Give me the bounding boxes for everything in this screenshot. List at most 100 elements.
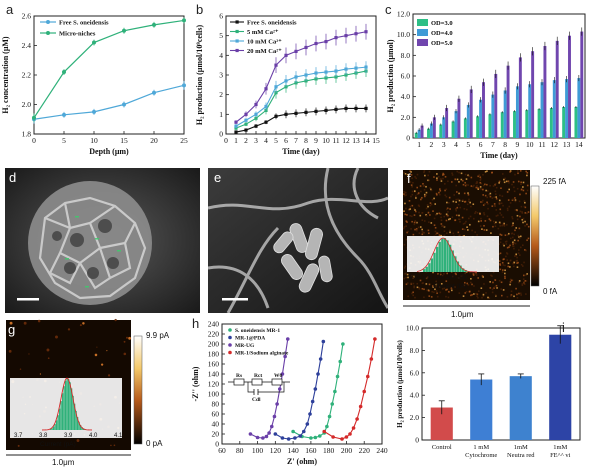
data-point	[255, 435, 260, 440]
legend-swatch	[417, 29, 428, 36]
x-axis-label: Z' (ohm)	[287, 457, 317, 466]
x-tick-label: 0	[224, 136, 228, 145]
data-point	[269, 424, 274, 429]
data-point	[280, 436, 285, 440]
data-point	[122, 102, 126, 107]
hist-bar-f	[428, 263, 431, 272]
data-point	[234, 124, 238, 128]
data-point	[369, 357, 374, 361]
hist-bar-g	[78, 421, 80, 430]
x-tick-label: 7	[491, 140, 495, 149]
x-tick-label: 8	[304, 136, 308, 145]
hist-bar-g	[56, 420, 58, 430]
x-tick-label: 11	[332, 136, 339, 145]
legend-marker	[228, 343, 232, 347]
y-tick-label: 140	[208, 370, 220, 379]
legend-swatch	[417, 19, 428, 26]
hist-ticks-f: 0 50 100 150 200 250	[409, 275, 468, 281]
hist-bar-g	[81, 427, 83, 430]
data-point	[314, 71, 318, 75]
panel-label-g: g	[8, 322, 15, 337]
circuit-element	[271, 378, 283, 386]
panel-label-d: d	[9, 170, 16, 185]
legend-label: MR-UG	[235, 343, 255, 349]
data-point	[280, 372, 285, 376]
x-tick-label: 15	[120, 136, 128, 145]
bar	[574, 107, 578, 138]
x-tick-label: 9	[314, 136, 318, 145]
y-axis-label: H₂ production (μmol/10⁹cells)	[195, 25, 204, 126]
x-tick-label: 0	[32, 136, 36, 145]
bar	[506, 65, 510, 138]
x-tick-label: 1 mM	[473, 444, 489, 451]
data-point	[365, 374, 370, 379]
data-point	[264, 120, 268, 124]
bar	[565, 79, 569, 138]
data-point	[330, 402, 335, 406]
legend-swatch	[417, 39, 428, 46]
y-tick-label: 20	[212, 430, 220, 439]
data-point	[92, 109, 96, 114]
x-axis-label: Time (day)	[480, 151, 518, 160]
colorbar-g	[133, 335, 143, 445]
x-tick-label: 11	[538, 140, 545, 149]
y-tick-label: 10.0	[406, 324, 419, 333]
bar	[470, 379, 493, 440]
hist-bar-f	[462, 268, 465, 272]
bar	[482, 82, 485, 138]
legend-marker	[228, 350, 232, 355]
y-tick-label: 80	[212, 400, 220, 409]
legend-marker	[228, 328, 232, 332]
y-tick-label: 160	[208, 360, 220, 369]
bar	[562, 107, 566, 138]
hist-bar-f	[436, 246, 439, 272]
bar	[528, 84, 532, 138]
data-point	[304, 73, 308, 77]
hist-bar-g	[57, 415, 59, 430]
data-point	[324, 108, 328, 112]
data-point	[293, 436, 297, 440]
x-tick-label: 13	[352, 136, 360, 145]
data-point	[364, 65, 368, 69]
x-tick-label: 1mM	[514, 444, 528, 451]
data-point	[305, 422, 310, 426]
y-tick-label: 1.8	[22, 130, 32, 139]
bar	[549, 108, 553, 138]
x-tick-label: 6	[284, 136, 288, 145]
hist-bar-g	[53, 426, 55, 430]
legend-label: 10 mM Ca²⁺	[247, 39, 282, 46]
data-point	[285, 337, 290, 341]
y-tick-label: 240	[208, 320, 220, 329]
hist-bar-g	[65, 380, 67, 430]
data-point	[313, 387, 318, 391]
bar	[466, 104, 470, 138]
data-point	[92, 40, 96, 45]
hist-bar-g	[62, 393, 64, 430]
data-point	[274, 114, 278, 118]
x-tick-label: 5	[274, 136, 278, 145]
hist-bar-f	[443, 238, 447, 272]
data-point	[373, 337, 377, 341]
data-point	[254, 124, 258, 128]
hist-fit-f	[416, 237, 478, 273]
data-point	[254, 116, 258, 120]
y-tick-label: 0	[415, 436, 419, 445]
series-line	[33, 84, 185, 120]
data-point	[62, 70, 66, 75]
data-point	[264, 104, 268, 109]
bar	[430, 407, 453, 440]
data-point	[275, 402, 279, 406]
bar	[503, 90, 507, 138]
legend-label: Free S. oneidensis	[59, 20, 109, 27]
data-point	[318, 357, 323, 361]
data-point	[334, 36, 338, 40]
data-point	[355, 417, 359, 421]
data-point	[313, 435, 318, 440]
y-tick-label: 2.0	[22, 100, 32, 109]
x-tick-label: 140	[287, 446, 299, 455]
data-point	[254, 112, 258, 116]
legend-label: OD=5.0	[431, 40, 453, 47]
data-point	[314, 41, 318, 46]
